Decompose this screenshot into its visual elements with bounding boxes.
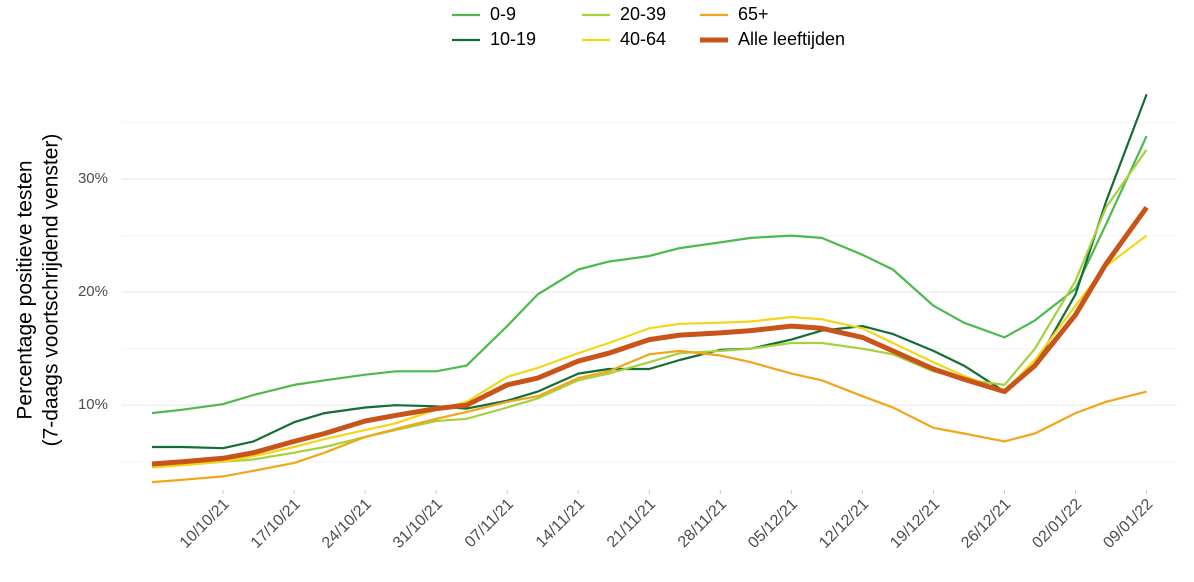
series-line	[151, 349, 1147, 484]
x-tick-label: 05/12/21	[745, 496, 801, 552]
x-tick-label: 24/10/21	[319, 496, 375, 552]
x-tick-label: 26/12/21	[958, 496, 1014, 552]
legend-item: 40-64	[582, 29, 666, 49]
x-tick-label: 02/01/22	[1029, 496, 1085, 552]
x-tick-label: 07/11/21	[462, 496, 517, 551]
y-axis-title-line: Percentage positieve testen	[14, 160, 37, 419]
legend-label: 20-39	[620, 4, 666, 24]
x-tick-label: 21/11/21	[604, 496, 659, 551]
series-line	[151, 135, 1148, 415]
y-axis-title-line: (7-daags voortschrijdend venster)	[40, 134, 63, 447]
legend-item: 10-19	[452, 29, 536, 49]
legend-item: Alle leeftijden	[700, 29, 845, 49]
x-tick-label: 12/12/21	[816, 496, 872, 552]
x-tick-label: 09/01/22	[1100, 496, 1156, 552]
x-tick-label: 14/11/21	[533, 496, 588, 551]
series-line	[151, 234, 1148, 469]
legend-item: 20-39	[582, 4, 666, 24]
legend-label: 10-19	[490, 29, 536, 49]
series-line	[151, 205, 1149, 467]
x-tick-label: 31/10/21	[390, 496, 446, 552]
legend-item: 0-9	[452, 4, 516, 24]
legend-item: 65+	[700, 4, 769, 24]
x-tick-label: 17/10/21	[248, 496, 304, 552]
y-tick-label: 20%	[78, 283, 108, 300]
x-tick-label: 10/10/21	[177, 496, 233, 552]
legend-label: Alle leeftijden	[738, 29, 845, 49]
x-tick-label: 19/12/21	[887, 496, 943, 552]
y-tick-label: 10%	[78, 396, 108, 413]
legend-label: 65+	[738, 4, 769, 24]
series-line	[152, 93, 1148, 450]
legend-label: 0-9	[490, 4, 516, 24]
legend-label: 40-64	[620, 29, 666, 49]
y-axis-title: Percentage positieve testen (7-daags voo…	[14, 134, 63, 447]
x-tick-label: 28/11/21	[675, 496, 730, 551]
y-tick-label: 30%	[78, 170, 108, 187]
